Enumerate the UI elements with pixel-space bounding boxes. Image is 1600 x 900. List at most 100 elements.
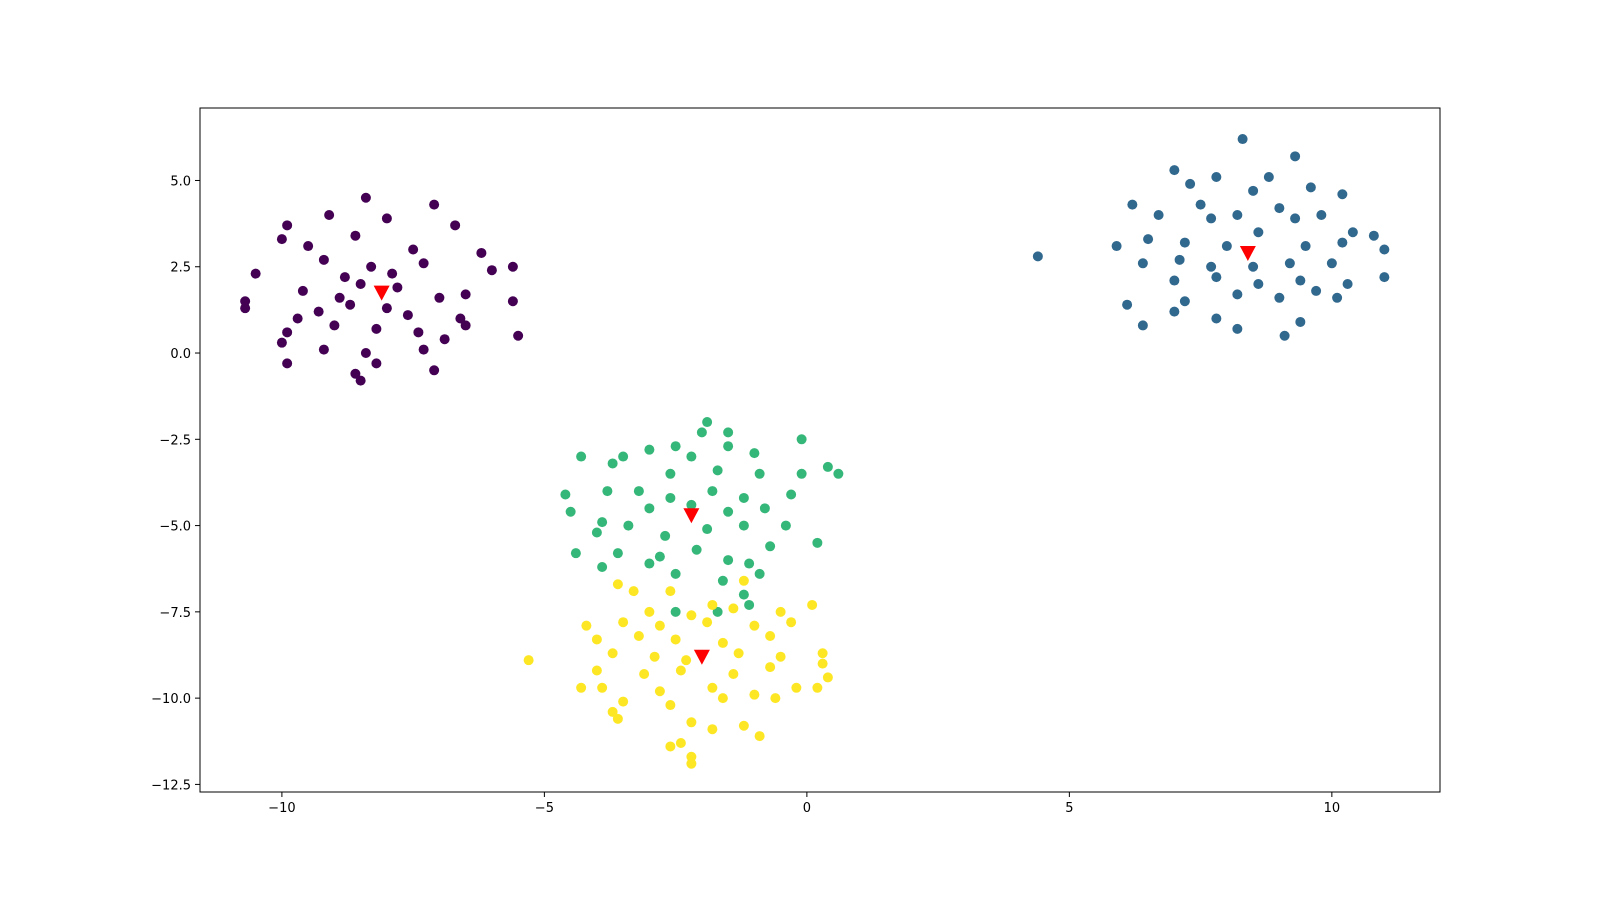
point <box>1179 296 1190 307</box>
point <box>1311 285 1322 296</box>
point <box>392 282 403 293</box>
point <box>597 517 608 528</box>
point <box>523 655 534 666</box>
point <box>717 575 728 586</box>
point <box>623 520 634 531</box>
point <box>1169 275 1180 286</box>
point <box>738 589 749 600</box>
plot-frame <box>199 107 1441 793</box>
point <box>1316 209 1327 220</box>
y-tick-label: −2.5 <box>159 433 191 448</box>
point <box>1153 209 1164 220</box>
point <box>665 492 676 503</box>
point <box>665 586 676 597</box>
point <box>1263 172 1274 183</box>
point <box>628 586 639 597</box>
point <box>754 731 765 742</box>
point <box>686 451 697 462</box>
point <box>633 486 644 497</box>
point <box>665 700 676 711</box>
point <box>728 603 739 614</box>
point <box>702 617 713 628</box>
point <box>1237 134 1248 145</box>
point <box>276 337 287 348</box>
point <box>282 358 293 369</box>
x-tick-label: 10 <box>1324 801 1341 816</box>
point <box>744 599 755 610</box>
point <box>749 448 760 459</box>
point <box>1342 279 1353 290</box>
point <box>1137 258 1148 269</box>
point <box>1279 330 1290 341</box>
point <box>387 268 398 279</box>
point <box>240 303 251 314</box>
x-tick-label: −5 <box>535 801 554 816</box>
point <box>618 617 629 628</box>
point <box>796 468 807 479</box>
point <box>576 451 587 462</box>
point <box>381 213 392 224</box>
point <box>418 258 429 269</box>
point <box>339 272 350 283</box>
point <box>439 334 450 345</box>
point <box>649 651 660 662</box>
point <box>1232 323 1243 334</box>
point <box>754 468 765 479</box>
point <box>507 296 518 307</box>
point <box>1305 182 1316 193</box>
point <box>476 247 487 258</box>
point <box>686 758 697 769</box>
point <box>765 662 776 673</box>
point <box>1290 151 1301 162</box>
point <box>250 268 261 279</box>
point <box>796 434 807 445</box>
point <box>833 468 844 479</box>
point <box>691 544 702 555</box>
point <box>686 751 697 762</box>
point <box>318 254 329 265</box>
point <box>371 358 382 369</box>
point <box>1295 316 1306 327</box>
point <box>1211 172 1222 183</box>
point <box>1347 227 1358 238</box>
point <box>723 441 734 452</box>
point <box>775 651 786 662</box>
point <box>1169 306 1180 317</box>
point <box>292 313 303 324</box>
point <box>644 558 655 569</box>
point <box>644 606 655 617</box>
point <box>607 648 618 659</box>
point <box>1122 299 1133 310</box>
point <box>817 658 828 669</box>
point <box>418 344 429 355</box>
point <box>612 579 623 590</box>
centroid-marker <box>683 508 700 524</box>
point <box>665 468 676 479</box>
point <box>728 668 739 679</box>
point <box>749 620 760 631</box>
point <box>591 527 602 538</box>
point <box>738 575 749 586</box>
point <box>1232 209 1243 220</box>
point <box>371 323 382 334</box>
point <box>1174 254 1185 265</box>
point <box>1295 275 1306 286</box>
point <box>276 234 287 245</box>
point <box>618 696 629 707</box>
point <box>570 548 581 559</box>
point <box>303 241 314 252</box>
point <box>355 279 366 290</box>
point <box>733 648 744 659</box>
point <box>812 682 823 693</box>
point <box>765 631 776 642</box>
point <box>765 541 776 552</box>
point <box>591 634 602 645</box>
point <box>738 520 749 531</box>
point <box>707 724 718 735</box>
point <box>754 568 765 579</box>
point <box>413 327 424 338</box>
point <box>786 489 797 500</box>
point <box>1179 237 1190 248</box>
point <box>1274 203 1285 214</box>
